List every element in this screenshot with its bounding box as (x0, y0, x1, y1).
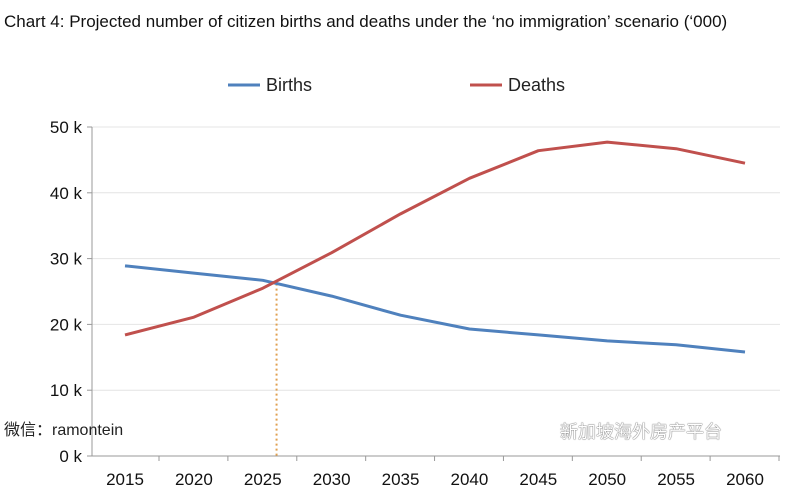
y-tick-label: 10 k (50, 381, 83, 400)
x-tick-label: 2020 (175, 470, 213, 489)
series-line-deaths (124, 140, 746, 337)
x-tick-label: 2025 (244, 470, 282, 489)
y-tick-label: 40 k (50, 184, 83, 203)
x-tick-label: 2040 (451, 470, 489, 489)
y-tick-label: 20 k (50, 315, 83, 334)
legend-label: Deaths (508, 75, 565, 95)
watermark-wechat: 微信：ramontein (4, 422, 124, 439)
x-tick-label: 2055 (657, 470, 695, 489)
series-line-births (124, 264, 746, 354)
x-tick-label: 2050 (588, 470, 626, 489)
chart-title: Chart 4: Projected number of citizen bir… (4, 12, 728, 31)
x-tick-label: 2030 (313, 470, 351, 489)
watermark-platform: 新加坡海外房产平台 (560, 422, 722, 442)
x-tick-label: 2060 (726, 470, 764, 489)
x-tick-label: 2035 (382, 470, 420, 489)
x-tick-label: 2045 (519, 470, 557, 489)
legend-label: Births (266, 75, 312, 95)
x-tick-label: 2015 (106, 470, 144, 489)
y-tick-label: 50 k (50, 118, 83, 137)
y-tick-label: 30 k (50, 250, 83, 269)
y-tick-label: 0 k (59, 447, 82, 466)
